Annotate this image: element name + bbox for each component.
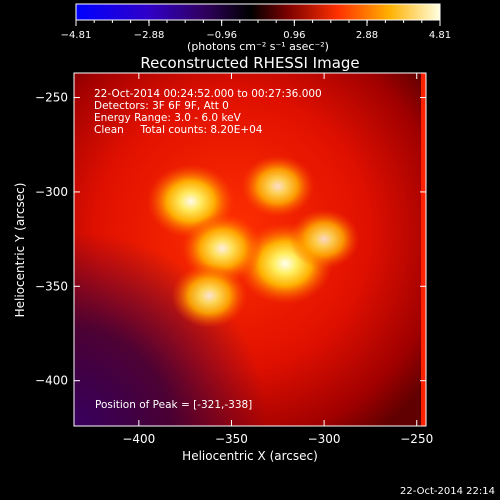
emission-source — [289, 209, 360, 269]
info-block: 22-Oct-2014 00:24:52.000 to 00:27:36.000… — [94, 88, 322, 136]
colorbar-tick-label: 2.88 — [356, 30, 378, 41]
x-tick-label: −300 — [308, 432, 341, 446]
x-tick-label: −250 — [400, 432, 433, 446]
colorbar-tick-label: 0.96 — [283, 30, 305, 41]
y-tick-label: −250 — [35, 91, 68, 105]
colorbar-tick-label: −4.81 — [61, 30, 92, 41]
y-tick-label: −350 — [35, 279, 68, 293]
x-axis-label: Heliocentric X (arcsec) — [182, 449, 318, 463]
chart-title: Reconstructed RHESSI Image — [140, 54, 359, 72]
y-tick-label: −300 — [35, 185, 68, 199]
y-axis-ticks: −250 −300 −350 −400 — [35, 91, 426, 388]
emission-source — [241, 155, 315, 218]
heatmap-image — [74, 73, 426, 426]
emission-source — [171, 263, 248, 328]
colorbar-ticks: −4.81 −2.88 −0.96 0.96 2.88 4.81 — [61, 20, 451, 41]
x-tick-label: −350 — [215, 432, 248, 446]
colorbar-tick-label: −0.96 — [206, 30, 237, 41]
info-clean-counts: Clean Total counts: 8.20E+04 — [94, 124, 263, 136]
x-tick-label: −400 — [122, 432, 155, 446]
colorbar-tick-label: −2.88 — [134, 30, 165, 41]
y-tick-label: −400 — [35, 374, 68, 388]
emission-sources — [147, 155, 360, 328]
plot-frame — [73, 72, 427, 427]
colorbar — [75, 3, 441, 21]
info-energy-range: Energy Range: 3.0 - 6.0 keV — [94, 112, 242, 124]
colorbar-tick-label: 4.81 — [429, 30, 451, 41]
y-axis-label: Heliocentric Y (arcsec) — [13, 183, 27, 318]
info-time-range: 22-Oct-2014 00:24:52.000 to 00:27:36.000 — [94, 88, 322, 100]
peak-position-label: Position of Peak = [-321,-338] — [95, 399, 252, 411]
x-axis-ticks: −400 −350 −300 −250 — [122, 73, 433, 446]
info-detectors: Detectors: 3F 6F 9F, Att 0 — [94, 100, 229, 112]
timestamp: 22-Oct-2014 22:14 — [400, 486, 495, 497]
colorbar-label: (photons cm⁻² s⁻¹ asec⁻²) — [187, 40, 329, 53]
